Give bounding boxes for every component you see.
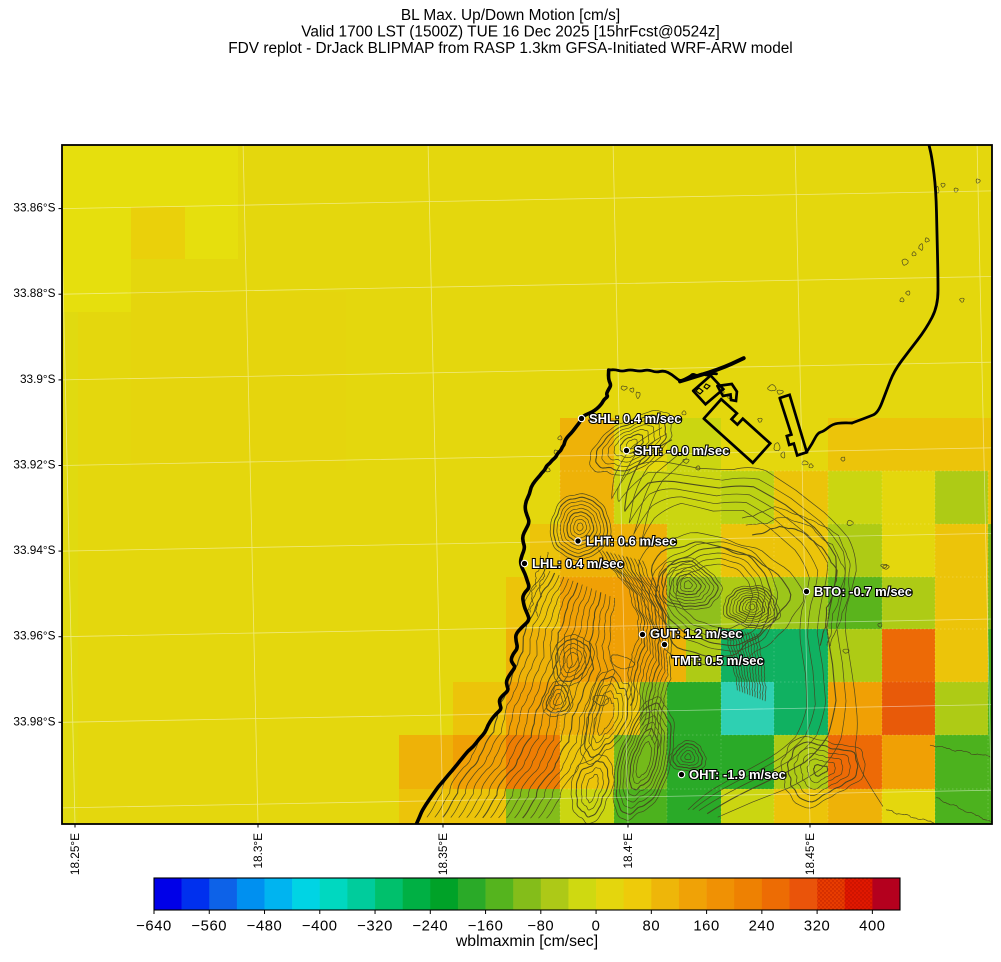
svg-text:18.35°E: 18.35°E (436, 833, 450, 875)
svg-text:33.94°S: 33.94°S (13, 543, 55, 557)
svg-text:LHT: 0.6 m/sec: LHT: 0.6 m/sec (586, 534, 676, 549)
svg-text:FDV replot - DrJack BLIPMAP fr: FDV replot - DrJack BLIPMAP from RASP 1.… (228, 40, 792, 57)
svg-text:33.98°S: 33.98°S (13, 714, 55, 728)
svg-text:−320: −320 (357, 919, 393, 935)
svg-text:−480: −480 (247, 919, 283, 935)
svg-text:−560: −560 (191, 919, 227, 935)
svg-text:TMT: 0.5 m/sec: TMT: 0.5 m/sec (672, 653, 764, 668)
svg-text:320: 320 (804, 919, 831, 935)
svg-text:wblmaxmin [cm/sec]: wblmaxmin [cm/sec] (455, 933, 598, 950)
svg-text:160: 160 (693, 919, 720, 935)
svg-text:GUT: 1.2 m/sec: GUT: 1.2 m/sec (650, 626, 743, 641)
svg-text:18.45°E: 18.45°E (803, 833, 817, 875)
svg-text:Valid 1700 LST (1500Z) TUE 16: Valid 1700 LST (1500Z) TUE 16 Dec 2025 [… (301, 24, 720, 41)
svg-text:18.25°E: 18.25°E (68, 833, 82, 875)
svg-text:OHT: -1.9 m/sec: OHT: -1.9 m/sec (689, 767, 786, 782)
svg-text:−80: −80 (527, 919, 554, 935)
svg-text:BTO: -0.7 m/sec: BTO: -0.7 m/sec (814, 584, 912, 599)
svg-text:0: 0 (592, 919, 601, 935)
svg-text:400: 400 (859, 919, 886, 935)
svg-text:−400: −400 (302, 919, 338, 935)
svg-text:33.88°S: 33.88°S (13, 286, 55, 300)
svg-text:33.86°S: 33.86°S (13, 201, 55, 215)
svg-text:240: 240 (749, 919, 776, 935)
svg-text:80: 80 (642, 919, 660, 935)
svg-text:33.96°S: 33.96°S (13, 629, 55, 643)
svg-text:LHL: 0.4 m/sec: LHL: 0.4 m/sec (532, 556, 624, 571)
svg-text:SHL: 0.4 m/sec: SHL: 0.4 m/sec (589, 411, 682, 426)
svg-text:−160: −160 (468, 919, 504, 935)
svg-text:33.92°S: 33.92°S (13, 458, 55, 472)
svg-text:18.3°E: 18.3°E (251, 833, 265, 869)
svg-text:33.9°S: 33.9°S (20, 372, 56, 386)
svg-text:−640: −640 (136, 919, 172, 935)
svg-text:SHT: -0.0 m/sec: SHT: -0.0 m/sec (634, 443, 729, 458)
svg-text:BL Max. Up/Down Motion [cm/s]: BL Max. Up/Down Motion [cm/s] (401, 7, 620, 24)
svg-text:−240: −240 (412, 919, 448, 935)
svg-text:18.4°E: 18.4°E (621, 833, 635, 869)
